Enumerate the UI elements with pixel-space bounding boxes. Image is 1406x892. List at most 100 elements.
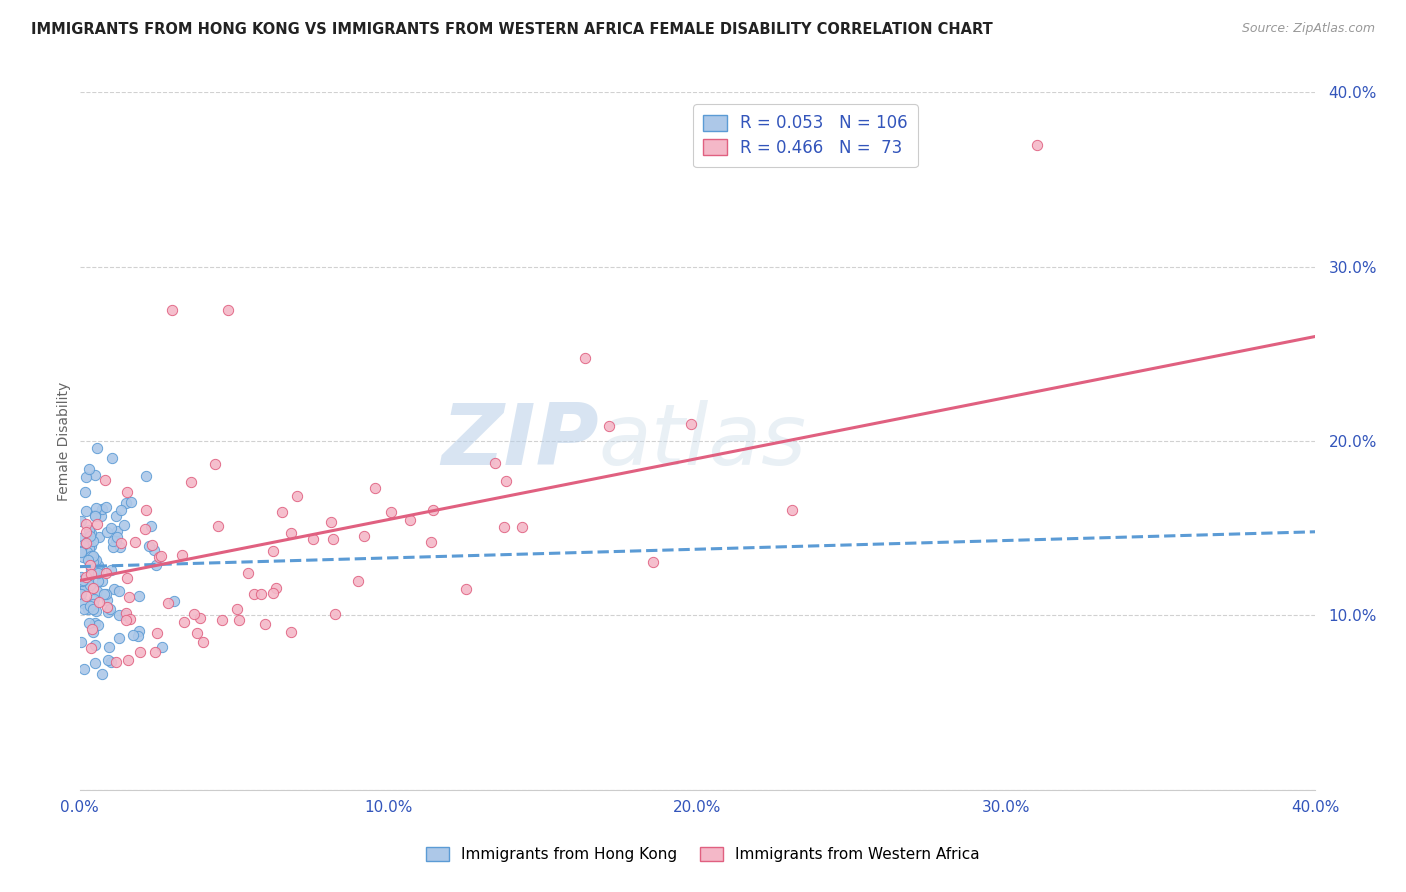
Point — [72, 538, 94, 552]
Point — [150, 640, 173, 655]
Point — [114, 613, 136, 627]
Point — [96, 593, 118, 607]
Point — [100, 521, 122, 535]
Point — [574, 351, 596, 365]
Point — [80, 539, 103, 553]
Legend: R = 0.053   N = 106, R = 0.466   N =  73: R = 0.053 N = 106, R = 0.466 N = 73 — [693, 104, 918, 167]
Point — [76, 545, 98, 559]
Point — [148, 549, 170, 564]
Point — [77, 615, 100, 630]
Point — [76, 553, 98, 567]
Point — [76, 577, 98, 591]
Point — [353, 529, 375, 543]
Point — [128, 589, 150, 603]
Point — [89, 530, 111, 544]
Point — [128, 624, 150, 638]
Point — [82, 533, 104, 548]
Point — [141, 538, 163, 552]
Point — [454, 582, 477, 597]
Point — [80, 526, 103, 541]
Point — [77, 541, 100, 555]
Point — [72, 549, 94, 564]
Point — [262, 586, 284, 600]
Point — [641, 555, 664, 569]
Point — [114, 518, 136, 533]
Point — [217, 303, 239, 318]
Point — [87, 618, 110, 632]
Point — [84, 604, 107, 618]
Point — [82, 623, 104, 637]
Point — [115, 484, 138, 499]
Point — [100, 451, 122, 466]
Point — [163, 594, 186, 608]
Text: atlas: atlas — [599, 400, 807, 483]
Point — [86, 442, 108, 456]
Point — [285, 489, 308, 503]
Point — [70, 531, 93, 545]
Point — [75, 485, 97, 500]
Point — [70, 583, 93, 598]
Point — [90, 502, 112, 516]
Point — [91, 666, 114, 681]
Point — [270, 505, 292, 519]
Point — [87, 566, 110, 581]
Point — [89, 508, 111, 523]
Point — [108, 608, 131, 623]
Point — [138, 539, 160, 553]
Point — [87, 562, 110, 576]
Point — [83, 591, 105, 606]
Point — [83, 638, 105, 652]
Point — [82, 601, 104, 615]
Point — [156, 596, 179, 610]
Point — [75, 524, 97, 539]
Point — [114, 607, 136, 622]
Point — [127, 629, 149, 643]
Point — [108, 631, 131, 645]
Point — [84, 657, 107, 671]
Point — [250, 587, 273, 601]
Point — [420, 534, 443, 549]
Point — [80, 549, 103, 563]
Point — [172, 549, 194, 563]
Point — [82, 581, 104, 595]
Point — [82, 549, 104, 564]
Point — [142, 543, 165, 558]
Point — [186, 626, 208, 640]
Point — [72, 596, 94, 610]
Point — [346, 574, 368, 588]
Point — [364, 481, 387, 495]
Point — [207, 519, 229, 533]
Point — [77, 523, 100, 537]
Point — [75, 536, 97, 550]
Point — [211, 613, 233, 627]
Point — [422, 503, 444, 517]
Point — [70, 544, 93, 558]
Point — [322, 533, 344, 547]
Point — [70, 574, 93, 588]
Point — [141, 519, 163, 533]
Point — [149, 549, 172, 563]
Point — [79, 529, 101, 543]
Point — [75, 504, 97, 518]
Point — [143, 644, 166, 658]
Point — [75, 570, 97, 584]
Point — [105, 530, 128, 544]
Point — [323, 607, 346, 621]
Point — [93, 473, 115, 487]
Point — [510, 519, 533, 533]
Point — [280, 625, 302, 640]
Point — [97, 640, 120, 654]
Point — [319, 515, 342, 529]
Point — [75, 589, 97, 603]
Point — [204, 457, 226, 471]
Point — [108, 540, 131, 554]
Point — [77, 534, 100, 549]
Point — [84, 552, 107, 566]
Point — [80, 640, 103, 655]
Point — [84, 501, 107, 516]
Point — [94, 566, 117, 581]
Point — [280, 526, 302, 541]
Point — [82, 597, 104, 611]
Point — [238, 566, 260, 581]
Point — [79, 558, 101, 572]
